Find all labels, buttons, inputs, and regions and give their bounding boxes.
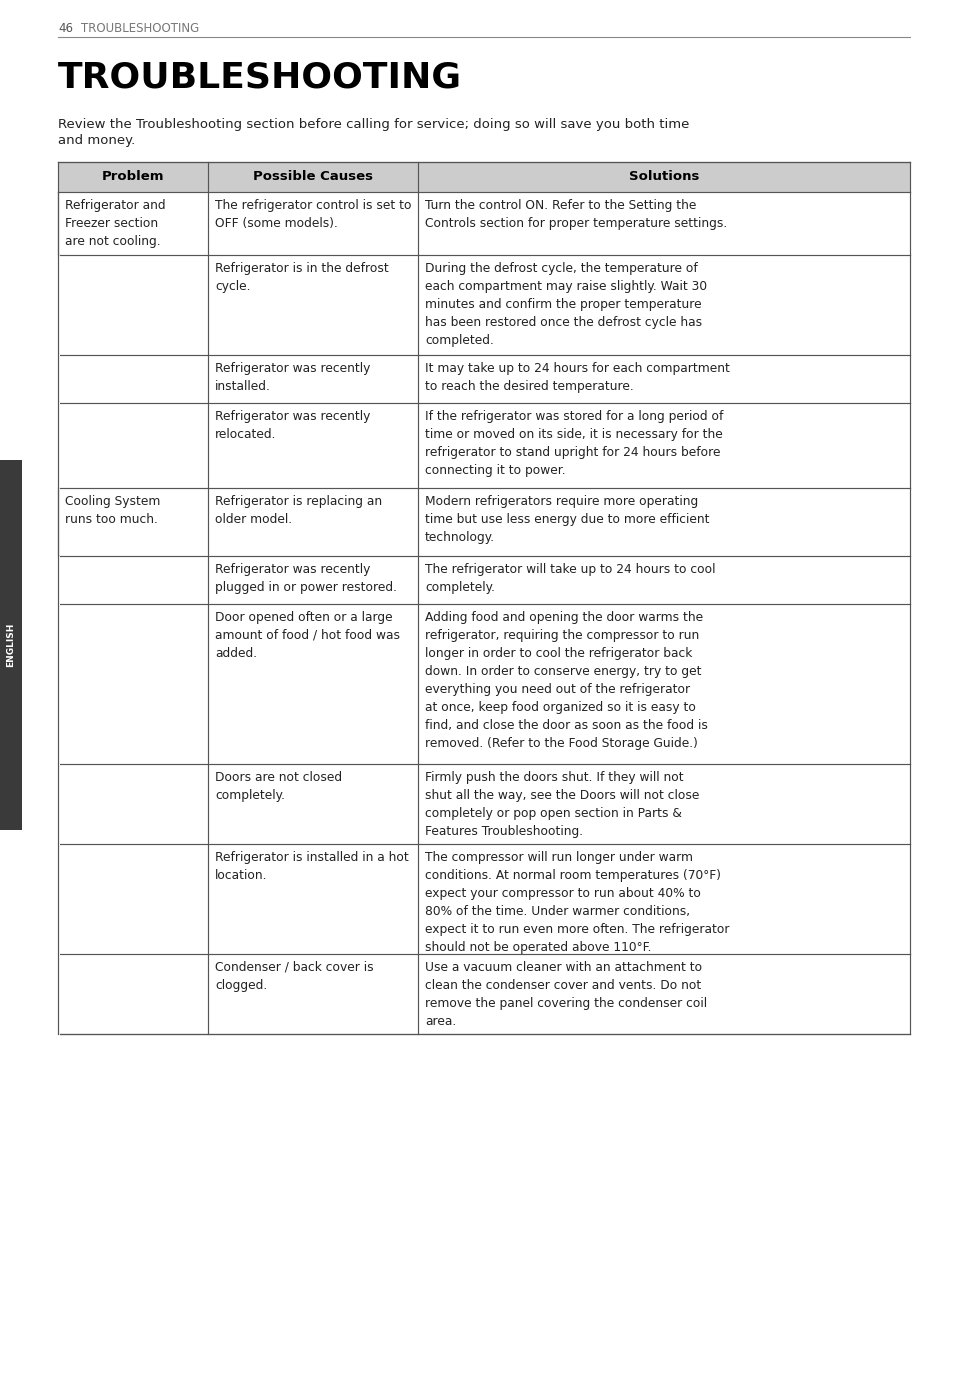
Text: Use a vacuum cleaner with an attachment to
clean the condenser cover and vents. : Use a vacuum cleaner with an attachment … xyxy=(424,960,706,1028)
Text: Modern refrigerators require more operating
time but use less energy due to more: Modern refrigerators require more operat… xyxy=(424,496,709,545)
Text: 46: 46 xyxy=(58,22,73,35)
Text: Review the Troubleshooting section before calling for service; doing so will sav: Review the Troubleshooting section befor… xyxy=(58,118,689,132)
Text: During the defrost cycle, the temperature of
each compartment may raise slightly: During the defrost cycle, the temperatur… xyxy=(424,262,706,347)
Text: Turn the control ON. Refer to the Setting the
Controls section for proper temper: Turn the control ON. Refer to the Settin… xyxy=(424,199,726,230)
Text: Refrigerator is installed in a hot
location.: Refrigerator is installed in a hot locat… xyxy=(214,851,408,882)
Text: Possible Causes: Possible Causes xyxy=(253,171,373,183)
Text: If the refrigerator was stored for a long period of
time or moved on its side, i: If the refrigerator was stored for a lon… xyxy=(424,410,722,477)
Text: Door opened often or a large
amount of food / hot food was
added.: Door opened often or a large amount of f… xyxy=(214,610,399,659)
Text: Doors are not closed
completely.: Doors are not closed completely. xyxy=(214,771,342,802)
Text: It may take up to 24 hours for each compartment
to reach the desired temperature: It may take up to 24 hours for each comp… xyxy=(424,363,729,393)
Text: Refrigerator is replacing an
older model.: Refrigerator is replacing an older model… xyxy=(214,496,382,526)
Text: Problem: Problem xyxy=(102,171,164,183)
Text: TROUBLESHOOTING: TROUBLESHOOTING xyxy=(58,60,461,94)
Text: ENGLISH: ENGLISH xyxy=(7,623,15,668)
Text: TROUBLESHOOTING: TROUBLESHOOTING xyxy=(81,22,199,35)
Text: Refrigerator was recently
relocated.: Refrigerator was recently relocated. xyxy=(214,410,370,441)
Text: Solutions: Solutions xyxy=(628,171,699,183)
Text: Firmly push the doors shut. If they will not
shut all the way, see the Doors wil: Firmly push the doors shut. If they will… xyxy=(424,771,699,839)
Text: The refrigerator control is set to
OFF (some models).: The refrigerator control is set to OFF (… xyxy=(214,199,411,230)
Bar xyxy=(0,461,22,830)
Text: The compressor will run longer under warm
conditions. At normal room temperature: The compressor will run longer under war… xyxy=(424,851,729,953)
Text: The refrigerator will take up to 24 hours to cool
completely.: The refrigerator will take up to 24 hour… xyxy=(424,563,715,594)
Text: Refrigerator is in the defrost
cycle.: Refrigerator is in the defrost cycle. xyxy=(214,262,388,293)
Text: Condenser / back cover is
clogged.: Condenser / back cover is clogged. xyxy=(214,960,374,993)
Text: Refrigerator and
Freezer section
are not cooling.: Refrigerator and Freezer section are not… xyxy=(65,199,166,248)
Text: Cooling System
runs too much.: Cooling System runs too much. xyxy=(65,496,160,526)
Bar xyxy=(58,162,909,192)
Text: Refrigerator was recently
plugged in or power restored.: Refrigerator was recently plugged in or … xyxy=(214,563,396,594)
Text: and money.: and money. xyxy=(58,134,135,147)
Text: Refrigerator was recently
installed.: Refrigerator was recently installed. xyxy=(214,363,370,393)
Text: Adding food and opening the door warms the
refrigerator, requiring the compresso: Adding food and opening the door warms t… xyxy=(424,610,707,750)
